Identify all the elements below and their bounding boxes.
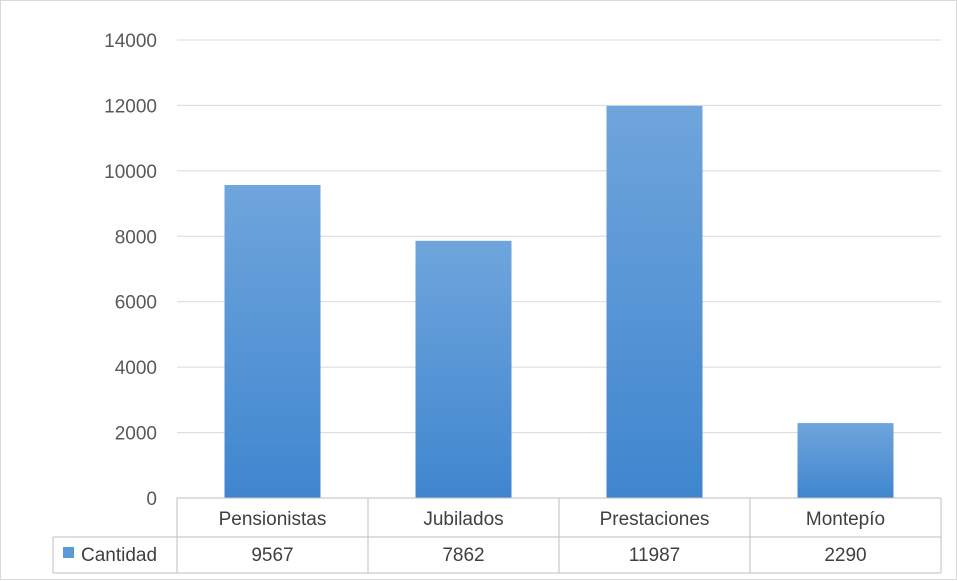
y-tick-label: 14000: [104, 31, 157, 52]
data-table: Pensionistas 9567 Jubilados 7862 Prestacione…: [52, 497, 942, 574]
category-label: Pensionistas: [219, 509, 327, 530]
y-tick-label: 0: [146, 489, 157, 510]
y-tick-label: 10000: [104, 162, 157, 183]
data-value-label: 9567: [251, 545, 293, 566]
y-tick-label: 4000: [115, 358, 157, 379]
y-tick-label: 6000: [115, 293, 157, 314]
category-label: Montepío: [806, 509, 885, 530]
y-tick-label: 12000: [104, 96, 157, 117]
data-value-label: 2290: [824, 545, 866, 566]
bar-jubilados: [415, 240, 512, 498]
bar-prestaciones: [606, 105, 703, 499]
data-value-label: 7862: [442, 545, 484, 566]
y-axis-tick-labels: 0 2000 4000 6000 8000 10000 12000 14000: [104, 31, 157, 510]
bar-montepío: [797, 423, 894, 498]
bars: [224, 105, 894, 499]
bar-pensionistas: [224, 185, 321, 498]
data-value-label: 11987: [629, 545, 680, 566]
category-label: Jubilados: [423, 509, 503, 530]
category-label: Prestaciones: [600, 509, 710, 530]
legend-key: [63, 547, 74, 558]
y-tick-label: 8000: [115, 227, 157, 248]
y-tick-label: 2000: [115, 424, 157, 445]
series-name: Cantidad: [81, 545, 157, 566]
